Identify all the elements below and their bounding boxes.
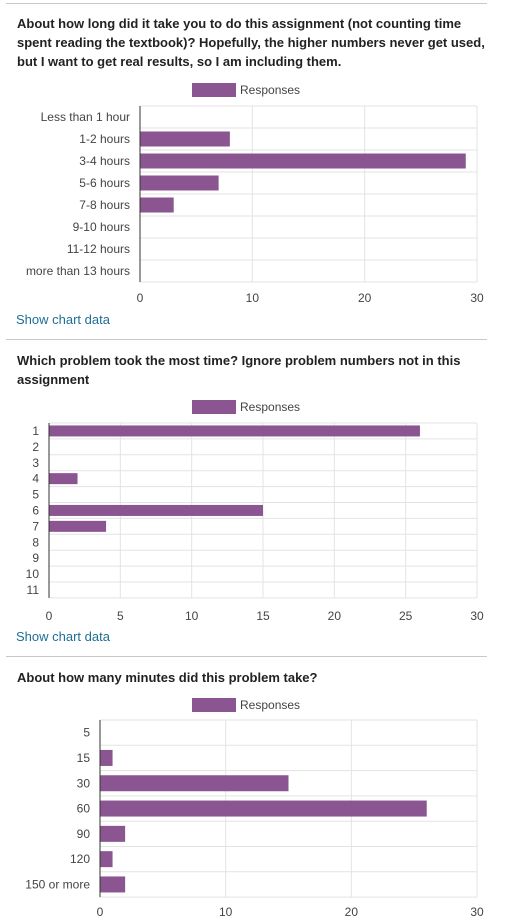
y-category-label: 9 [32,551,39,565]
bar [140,197,174,213]
y-category-label: 11 [27,583,40,597]
y-category-label: 10 [26,567,40,581]
question-title: About how long did it take you to do thi… [17,16,485,69]
y-category-label: 5 [83,726,90,740]
minutes-bar-chart: Responses 0 10 20 30 5 15 30 60 90 120 150 or more [25,698,484,919]
y-category-label: 4 [32,472,39,486]
show-chart-data-link[interactable]: Show chart data [16,629,110,644]
y-category-label: more than 13 hours [26,264,130,278]
x-tick-label: 10 [185,609,199,623]
section-divider [6,339,487,340]
section-divider [6,656,487,657]
y-category-label: 7-8 hours [79,198,130,212]
y-category-label: 8 [32,535,39,549]
question-title: Which problem took the most time? Ignore… [17,353,461,387]
x-tick-label: 10 [219,905,233,919]
y-category-label: 60 [77,802,91,816]
y-category-label: 7 [32,519,39,533]
x-tick-label: 30 [470,609,484,623]
y-category-label: 1 [32,424,39,438]
y-category-label: 3-4 hours [79,154,130,168]
y-category-label: 11-12 hours [67,242,130,256]
legend-label: Responses [240,83,300,97]
legend: Responses [192,400,300,414]
y-category-label: 5 [32,488,39,502]
show-chart-data-link[interactable]: Show chart data [16,312,110,327]
bar [100,775,289,792]
bar [49,425,420,437]
legend-label: Responses [240,400,300,414]
x-tick-label: 0 [97,905,104,919]
bar [100,800,427,817]
bar [49,504,263,516]
bar [100,876,126,893]
y-category-label: 15 [77,751,91,765]
legend-swatch [192,698,236,712]
x-tick-label: 25 [399,609,413,623]
y-category-label: 2 [32,440,39,454]
y-category-label: 90 [77,827,91,841]
y-category-label: 1-2 hours [79,132,130,146]
y-category-label: Less than 1 hour [41,110,130,124]
y-category-label: 6 [32,503,39,517]
bar [140,175,219,191]
y-category-label: 9-10 hours [73,220,130,234]
x-tick-label: 30 [470,905,484,919]
legend: Responses [192,83,300,97]
y-category-label: 120 [70,852,90,866]
y-category-label: 150 or more [25,877,90,891]
legend-label: Responses [240,698,300,712]
section-divider [6,3,487,4]
x-tick-label: 0 [137,291,144,305]
duration-bar-chart: Responses 0 10 20 30 Less than 1 hour 1-2 hour… [26,83,484,305]
bar [100,851,113,868]
bar [140,153,466,169]
x-tick-label: 20 [345,905,359,919]
question-title: About how many minutes did this problem … [17,670,318,685]
bar [140,131,230,147]
x-tick-label: 5 [117,609,124,623]
x-tick-label: 20 [358,291,372,305]
y-category-label: 30 [77,776,91,790]
y-category-label: 5-6 hours [79,176,130,190]
x-tick-label: 0 [46,609,53,623]
x-tick-label: 15 [256,609,270,623]
legend-swatch [192,83,236,97]
bar [49,520,107,532]
bar [49,473,78,485]
x-tick-label: 10 [246,291,260,305]
y-category-label: 3 [32,456,39,470]
legend: Responses [192,698,300,712]
bar [100,825,126,842]
x-tick-label: 20 [328,609,342,623]
bar [100,749,113,766]
legend-swatch [192,400,236,414]
x-tick-label: 30 [470,291,484,305]
